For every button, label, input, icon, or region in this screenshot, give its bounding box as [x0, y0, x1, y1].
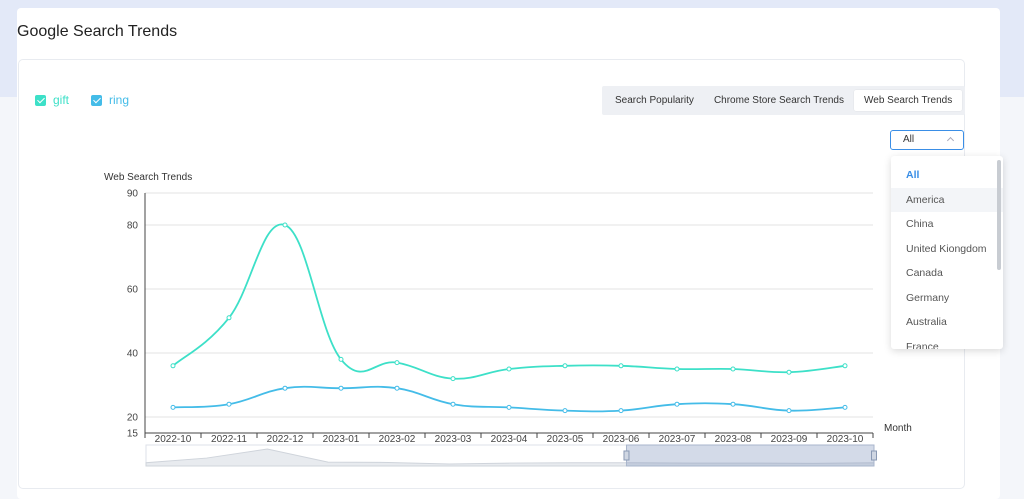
- region-dropdown: All America China United Kiongdom Canada…: [891, 156, 1003, 349]
- region-option-australia[interactable]: Australia: [906, 316, 947, 328]
- chart-legend: gift ring: [35, 93, 129, 107]
- tab-web-search-trends[interactable]: Web Search Trends: [854, 90, 963, 111]
- chart-type-tabs: Search Popularity Chrome Store Search Tr…: [602, 86, 966, 115]
- region-option-china[interactable]: China: [906, 218, 934, 230]
- region-option-all[interactable]: All: [906, 169, 920, 181]
- checkbox-checked-icon[interactable]: [91, 94, 103, 106]
- legend-item-ring[interactable]: ring: [91, 93, 129, 107]
- legend-item-gift[interactable]: gift: [35, 93, 69, 107]
- chart-card: [18, 59, 965, 489]
- region-option-france[interactable]: France: [906, 340, 939, 350]
- region-option-germany[interactable]: Germany: [906, 291, 950, 304]
- chevron-up-icon: [946, 136, 955, 145]
- checkbox-checked-icon[interactable]: [35, 94, 46, 106]
- region-option-america[interactable]: America: [891, 187, 1003, 212]
- legend-label: gift: [53, 93, 70, 107]
- region-select[interactable]: All: [890, 130, 964, 150]
- region-option-canada[interactable]: Canada: [906, 267, 943, 279]
- page-title: Google Search Trends: [17, 23, 178, 40]
- region-select-value: All: [903, 134, 915, 145]
- dropdown-scrollbar[interactable]: [997, 160, 1001, 270]
- tab-search-popularity[interactable]: Search Popularity: [615, 95, 694, 106]
- legend-label: ring: [109, 93, 130, 107]
- tab-chrome-store-search-trends[interactable]: Chrome Store Search Trends: [713, 95, 844, 106]
- region-option-united-kingdom[interactable]: United Kiongdom: [906, 242, 987, 255]
